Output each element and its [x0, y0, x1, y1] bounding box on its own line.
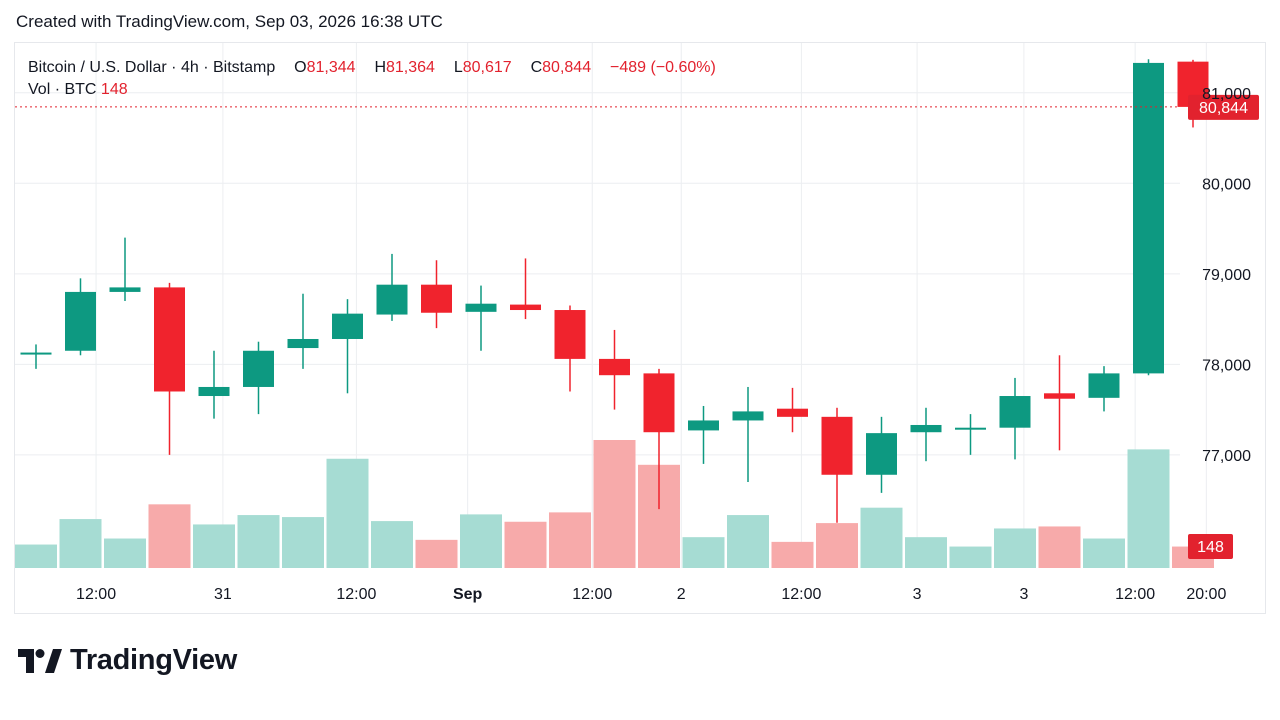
- legend-low-value: 80,617: [462, 59, 512, 76]
- x-tick-label: 2: [677, 586, 686, 603]
- x-tick-label: 3: [913, 586, 922, 603]
- candle-body: [154, 287, 185, 392]
- candle-body: [732, 411, 764, 421]
- tradingview-wordmark: TradingView: [70, 644, 237, 676]
- volume-bar: [593, 440, 636, 568]
- candle-body: [554, 310, 586, 359]
- legend-low-label: L: [453, 59, 463, 76]
- candle-body: [821, 416, 853, 475]
- legend-volume-row: Vol · BTC 148: [28, 79, 716, 101]
- legend-high-label: H: [374, 59, 386, 76]
- x-tick-label: 12:00: [336, 586, 376, 603]
- x-tick-label: 12:00: [1115, 586, 1155, 603]
- y-tick-label: 80,000: [1202, 176, 1251, 193]
- x-tick-label: 12:00: [76, 586, 116, 603]
- legend-open-value: 81,344: [306, 59, 356, 76]
- legend-high-value: 81,364: [386, 59, 435, 76]
- legend-close-value: 80,844: [542, 59, 592, 76]
- legend-volume-label: Vol · BTC: [28, 81, 97, 98]
- x-tick-label: 12:00: [572, 586, 612, 603]
- volume-bar: [1127, 449, 1170, 568]
- legend-change: −489 (−0.60%): [610, 59, 716, 76]
- volume-bar: [193, 524, 235, 568]
- volume-bar: [771, 541, 814, 568]
- volume-bar: [237, 515, 280, 568]
- candle-body: [243, 350, 274, 387]
- candle-body: [599, 358, 630, 376]
- volume-bar: [415, 539, 458, 568]
- last-volume-tag: [1188, 534, 1233, 559]
- volume-bar: [949, 546, 992, 568]
- volume-bar: [816, 523, 858, 568]
- volume-bar: [727, 515, 769, 568]
- legend-open-label: O: [294, 59, 307, 76]
- candle-body: [1133, 62, 1164, 374]
- volume-bar: [282, 517, 324, 568]
- legend-symbol: Bitcoin / U.S. Dollar: [28, 59, 167, 76]
- volume-bars: [15, 440, 1214, 568]
- volume-bar: [1083, 538, 1125, 568]
- candle-body: [955, 427, 986, 430]
- x-tick-label: Sep: [453, 586, 483, 603]
- volume-bar: [994, 528, 1036, 568]
- last-price-label: 80,844: [1199, 100, 1248, 117]
- created-with-text: Created with TradingView.com, Sep 03, 20…: [16, 12, 443, 31]
- candle-body: [109, 287, 141, 292]
- y-tick-label: 79,000: [1202, 267, 1251, 284]
- candle-body: [910, 424, 942, 433]
- volume-bar: [905, 537, 947, 568]
- last-price-tag: [1188, 94, 1259, 120]
- last-volume-label: 148: [1197, 539, 1224, 556]
- candle-body: [20, 352, 52, 355]
- candle-body: [1044, 393, 1075, 399]
- legend-volume-value: 148: [100, 81, 128, 98]
- candle-body: [866, 433, 897, 475]
- legend-close-label: C: [530, 59, 543, 76]
- volume-bar: [549, 512, 591, 568]
- candle-body: [465, 303, 497, 312]
- candle-body: [510, 304, 541, 311]
- volume-bar: [1038, 526, 1081, 568]
- candle-body: [332, 313, 363, 339]
- candle-body: [287, 338, 319, 349]
- candle-body: [999, 396, 1031, 428]
- volume-bar: [15, 544, 57, 568]
- candle-body: [1088, 373, 1120, 398]
- candle-body: [198, 386, 230, 397]
- volume-bar: [682, 537, 725, 568]
- volume-bar: [860, 507, 903, 568]
- candle-body: [688, 420, 719, 431]
- volume-bar: [104, 538, 146, 568]
- tradingview-logo[interactable]: TradingView: [18, 644, 237, 677]
- legend-price-row: Bitcoin / U.S. Dollar · 4h · Bitstamp O8…: [28, 59, 716, 76]
- volume-bar: [460, 514, 502, 568]
- x-tick-label: 31: [214, 586, 232, 603]
- volume-bar: [59, 519, 102, 568]
- chart-legend: Bitcoin / U.S. Dollar · 4h · Bitstamp O8…: [28, 57, 716, 101]
- x-tick-label: 12:00: [781, 586, 821, 603]
- legend-interval: 4h: [180, 59, 199, 76]
- price-overlay: 80,844 148: [15, 94, 1259, 559]
- candle-body: [643, 373, 675, 433]
- candle-body: [777, 408, 808, 417]
- legend-exchange: Bitstamp: [212, 59, 276, 76]
- candles: [20, 59, 1209, 523]
- y-tick-label: 81,000: [1202, 86, 1251, 103]
- volume-bar: [371, 521, 413, 568]
- candle-body: [376, 284, 408, 315]
- candle-body: [421, 284, 452, 313]
- axes: 81,000 80,000 79,000 78,000 77,000 12:00 31 12:…: [76, 86, 1251, 603]
- x-tick-label: 3: [1019, 586, 1028, 603]
- chart-frame[interactable]: [14, 42, 1266, 614]
- candle-body: [65, 291, 96, 351]
- y-tick-label: 77,000: [1202, 448, 1251, 465]
- volume-bar: [504, 521, 547, 568]
- volume-bar: [326, 458, 369, 568]
- x-tick-label: 20:00: [1186, 586, 1226, 603]
- y-tick-label: 78,000: [1202, 357, 1251, 374]
- volume-bar: [148, 504, 191, 568]
- tradingview-logo-icon: [18, 648, 62, 673]
